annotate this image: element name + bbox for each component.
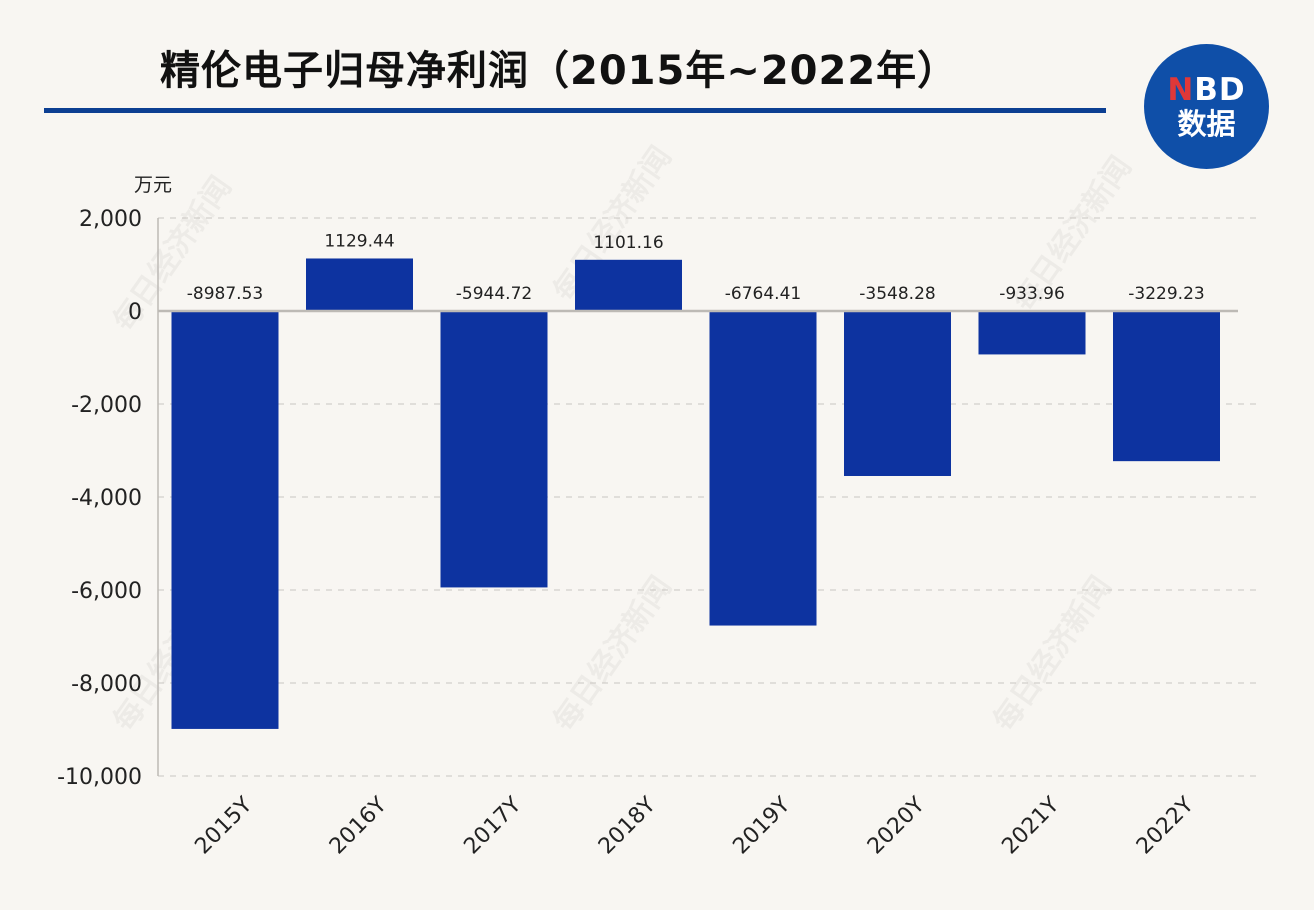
bar <box>440 311 548 588</box>
data-label: 1101.16 <box>593 233 663 253</box>
x-tick-label: 2019Y <box>728 792 795 859</box>
x-tick-label: 2017Y <box>459 792 526 859</box>
page-title: 精伦电子归母净利润（2015年~2022年） <box>160 48 959 94</box>
x-tick-label: 2021Y <box>997 792 1064 859</box>
bar <box>306 258 413 311</box>
x-tick-label: 2018Y <box>594 792 661 859</box>
data-label: -3548.28 <box>859 284 935 304</box>
x-tick-label: 2015Y <box>190 792 257 859</box>
bar <box>1113 311 1220 462</box>
bar <box>978 311 1086 355</box>
data-label: -6764.41 <box>725 284 801 304</box>
title-rule <box>44 108 1106 113</box>
bar <box>575 259 682 311</box>
y-tick-label: -2,000 <box>71 393 142 418</box>
logo-bottom: 数据 <box>1177 106 1236 141</box>
y-tick-label: -4,000 <box>71 486 142 511</box>
bar <box>844 311 951 476</box>
bar <box>171 311 279 729</box>
logo-top-prefix: N <box>1167 71 1195 108</box>
nbd-logo: NBD 数据 <box>1144 44 1269 169</box>
data-label: -3229.23 <box>1128 284 1204 304</box>
x-tick-label: 2016Y <box>325 792 392 859</box>
x-tick-label: 2022Y <box>1132 792 1199 859</box>
x-tick-label: 2020Y <box>863 792 930 859</box>
y-axis-unit: 万元 <box>134 174 173 196</box>
data-label: -5944.72 <box>456 284 532 304</box>
y-tick-label: -10,000 <box>57 765 142 790</box>
y-tick-label: 0 <box>128 300 142 325</box>
bar <box>709 311 817 626</box>
y-tick-label: -6,000 <box>71 579 142 604</box>
data-label: -933.96 <box>999 284 1065 304</box>
data-label: -8987.53 <box>187 284 263 304</box>
logo-top-rest: BD <box>1194 71 1246 108</box>
y-tick-label: -8,000 <box>71 672 142 697</box>
data-label: 1129.44 <box>324 231 394 251</box>
logo-top: NBD <box>1167 71 1246 108</box>
y-tick-label: 2,000 <box>79 207 142 232</box>
